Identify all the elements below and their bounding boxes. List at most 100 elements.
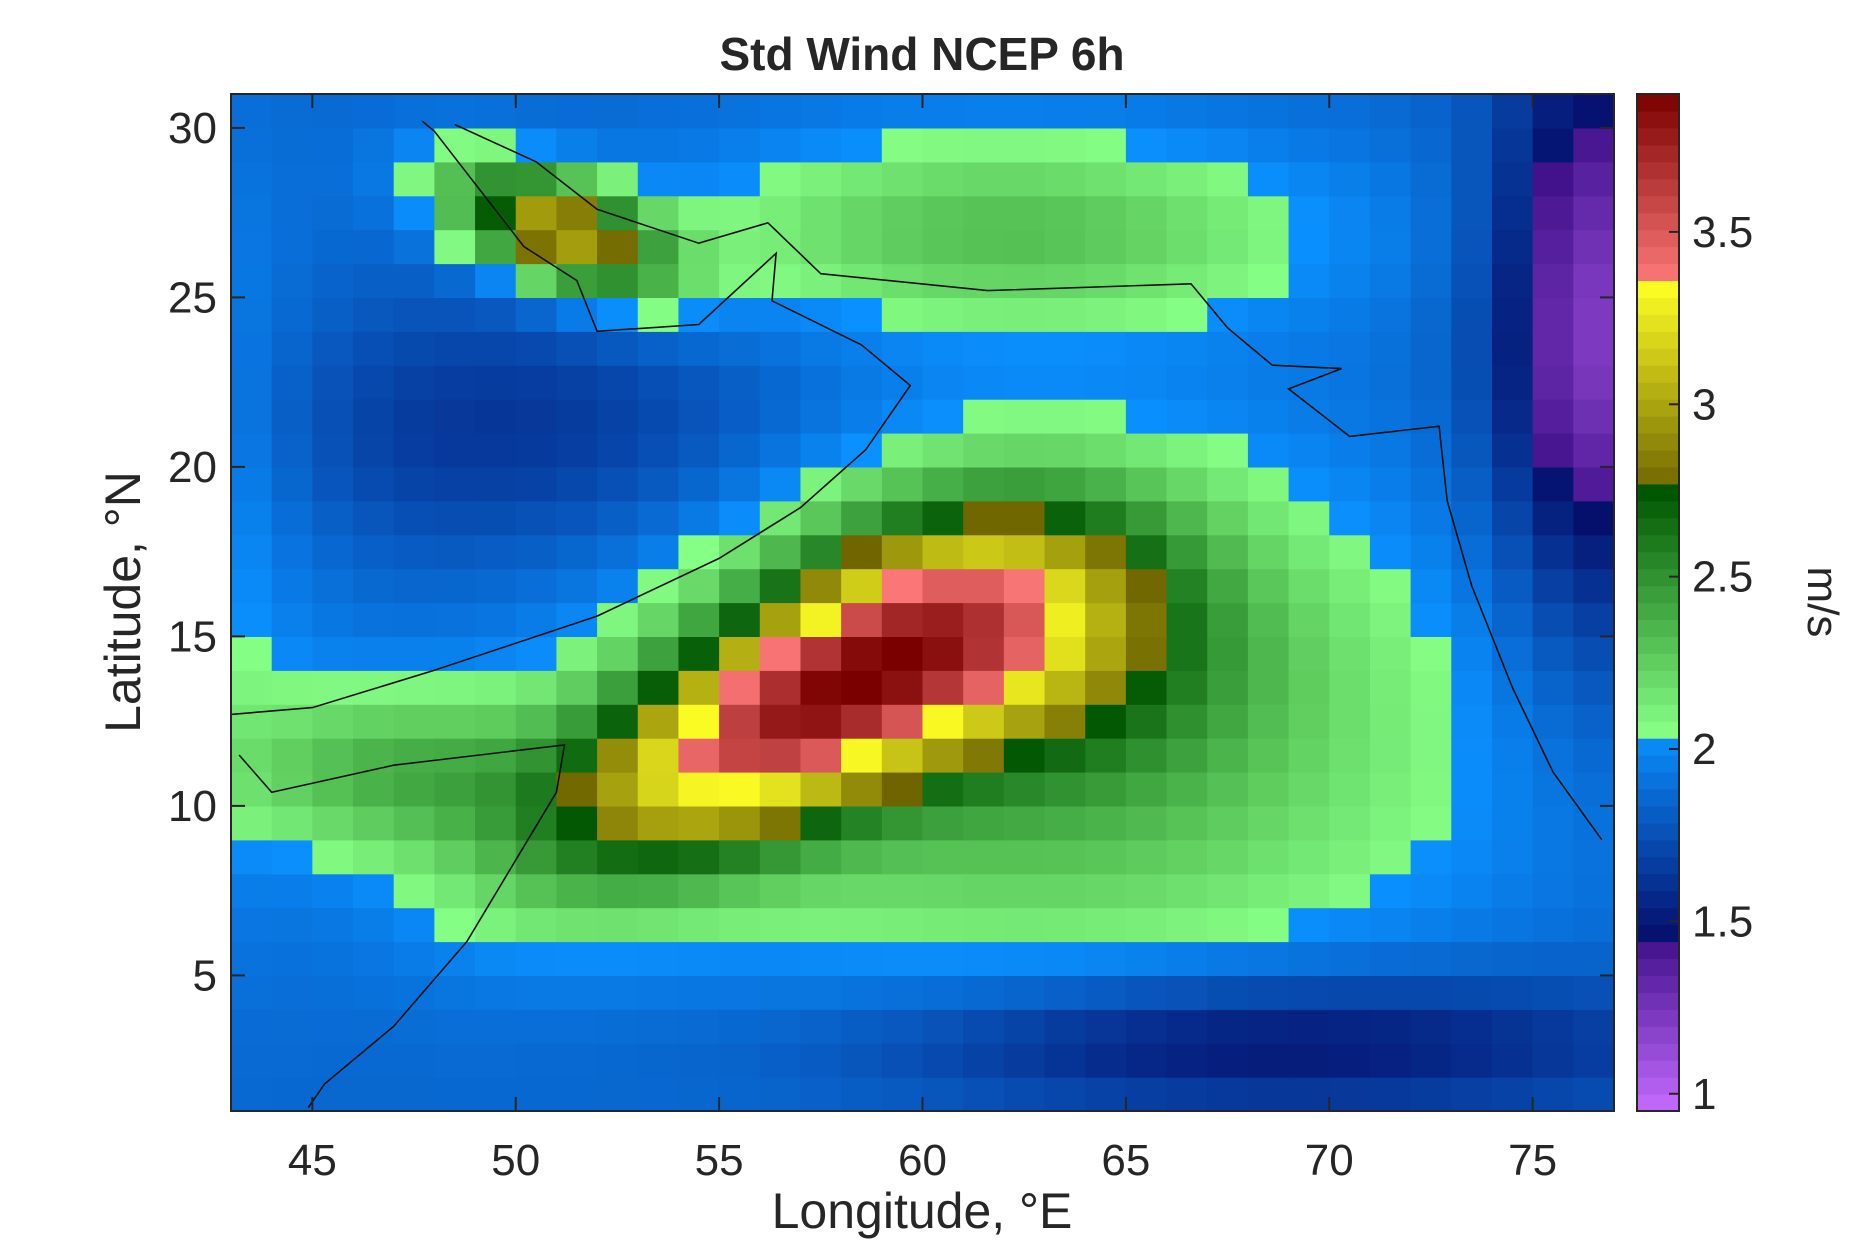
heatmap-cell xyxy=(1085,636,1127,671)
heatmap-cell xyxy=(1125,636,1168,671)
heatmap-cell xyxy=(1329,941,1371,976)
heatmap-cell xyxy=(1532,1009,1574,1044)
heatmap-cell xyxy=(353,568,395,604)
heatmap-cell xyxy=(1491,839,1534,875)
colorbar-tick-label: 3 xyxy=(1692,380,1716,429)
heatmap-cell xyxy=(597,975,639,1010)
heatmap-cell xyxy=(922,229,964,265)
colorbar-swatch xyxy=(1637,110,1679,129)
heatmap-cell xyxy=(922,500,964,536)
heatmap-cell xyxy=(1247,1009,1290,1044)
heatmap-cell xyxy=(475,941,517,976)
heatmap-cell xyxy=(1288,873,1330,909)
heatmap-cell xyxy=(1369,433,1412,468)
colorbar-swatch xyxy=(1637,619,1679,637)
heatmap-cell xyxy=(475,602,517,637)
heatmap-cell xyxy=(1288,941,1330,976)
heatmap-cell xyxy=(556,331,598,366)
heatmap-cell xyxy=(759,127,802,163)
heatmap-cell xyxy=(637,1009,680,1044)
heatmap-cell xyxy=(231,839,273,875)
heatmap-cell xyxy=(1085,1077,1127,1112)
colorbar-ticks: 1 1.5 2 2.5 3 3.5 xyxy=(1669,208,1753,1119)
heatmap-cell xyxy=(1369,772,1412,807)
heatmap-cell xyxy=(271,161,313,197)
heatmap-cell xyxy=(353,331,395,366)
heatmap-cell xyxy=(800,331,842,366)
heatmap-cell xyxy=(759,195,802,231)
heatmap-cell xyxy=(759,1043,802,1078)
heatmap-cell xyxy=(922,297,964,332)
heatmap-cell xyxy=(841,263,883,298)
heatmap-cell xyxy=(475,805,517,841)
heatmap-cell xyxy=(1085,331,1127,366)
heatmap-cell xyxy=(719,466,761,502)
colorbar-swatch xyxy=(1637,568,1679,587)
heatmap-cell xyxy=(1207,941,1249,976)
heatmap-cell xyxy=(271,263,313,298)
colorbar-swatch xyxy=(1637,161,1679,180)
heatmap-cell xyxy=(1532,534,1574,570)
heatmap-cell xyxy=(1329,229,1371,265)
heatmap-cell xyxy=(759,602,802,637)
heatmap-cell xyxy=(1207,94,1249,129)
heatmap-cell xyxy=(800,127,842,163)
heatmap-cell xyxy=(800,1043,842,1078)
heatmap-cell xyxy=(515,670,558,705)
heatmap-cell xyxy=(1410,433,1452,468)
colorbar-swatch xyxy=(1637,382,1679,400)
heatmap-cell xyxy=(800,94,842,129)
heatmap-cell xyxy=(678,670,720,705)
heatmap-cell xyxy=(1085,873,1127,909)
heatmap-cell xyxy=(1044,941,1086,976)
heatmap-cell xyxy=(1329,195,1371,231)
heatmap-cell xyxy=(841,568,883,604)
heatmap-cell xyxy=(800,534,842,570)
colorbar-swatch xyxy=(1637,924,1679,943)
heatmap-cell xyxy=(1329,805,1371,841)
heatmap-cell xyxy=(922,636,964,671)
heatmap-cell xyxy=(1003,602,1046,637)
heatmap-cell xyxy=(922,534,964,570)
heatmap-cell xyxy=(231,534,273,570)
heatmap-cell xyxy=(1491,1077,1534,1112)
heatmap-cell xyxy=(1532,94,1574,129)
heatmap-cell xyxy=(1166,907,1208,943)
heatmap-cell xyxy=(515,704,558,739)
heatmap-cell xyxy=(393,907,435,943)
heatmap-cell xyxy=(271,839,313,875)
heatmap-cell xyxy=(271,636,313,671)
heatmap-cell xyxy=(1003,1077,1046,1112)
heatmap-cell xyxy=(637,670,680,705)
heatmap-cell xyxy=(759,839,802,875)
heatmap-cell xyxy=(1410,161,1452,197)
heatmap-cell xyxy=(231,907,273,943)
heatmap-cell xyxy=(1207,365,1249,400)
heatmap-cell xyxy=(393,738,435,773)
heatmap-cell xyxy=(515,94,558,129)
heatmap-cell xyxy=(1491,331,1534,366)
heatmap-cell xyxy=(271,534,313,570)
heatmap-cell xyxy=(1207,534,1249,570)
heatmap-cell xyxy=(1369,873,1412,909)
heatmap-cell xyxy=(393,1077,435,1112)
heatmap-cell xyxy=(312,941,354,976)
heatmap-cell xyxy=(1532,263,1574,298)
heatmap-cell xyxy=(678,127,720,163)
heatmap-cell xyxy=(1369,263,1412,298)
x-tick-label: 65 xyxy=(1101,1136,1150,1185)
heatmap-cell xyxy=(1085,907,1127,943)
heatmap-cell xyxy=(678,873,720,909)
heatmap-cell xyxy=(1247,602,1290,637)
heatmap-cell xyxy=(1288,500,1330,536)
heatmap-cell xyxy=(475,466,517,502)
heatmap-cell xyxy=(353,738,395,773)
heatmap-cell xyxy=(1491,738,1534,773)
heatmap-cell xyxy=(1247,1077,1290,1112)
heatmap-cell xyxy=(353,500,395,536)
heatmap-cell xyxy=(1532,195,1574,231)
heatmap-cell xyxy=(1410,534,1452,570)
heatmap-cell xyxy=(678,500,720,536)
heatmap-cell xyxy=(1451,1077,1493,1112)
heatmap-cell xyxy=(922,975,964,1010)
